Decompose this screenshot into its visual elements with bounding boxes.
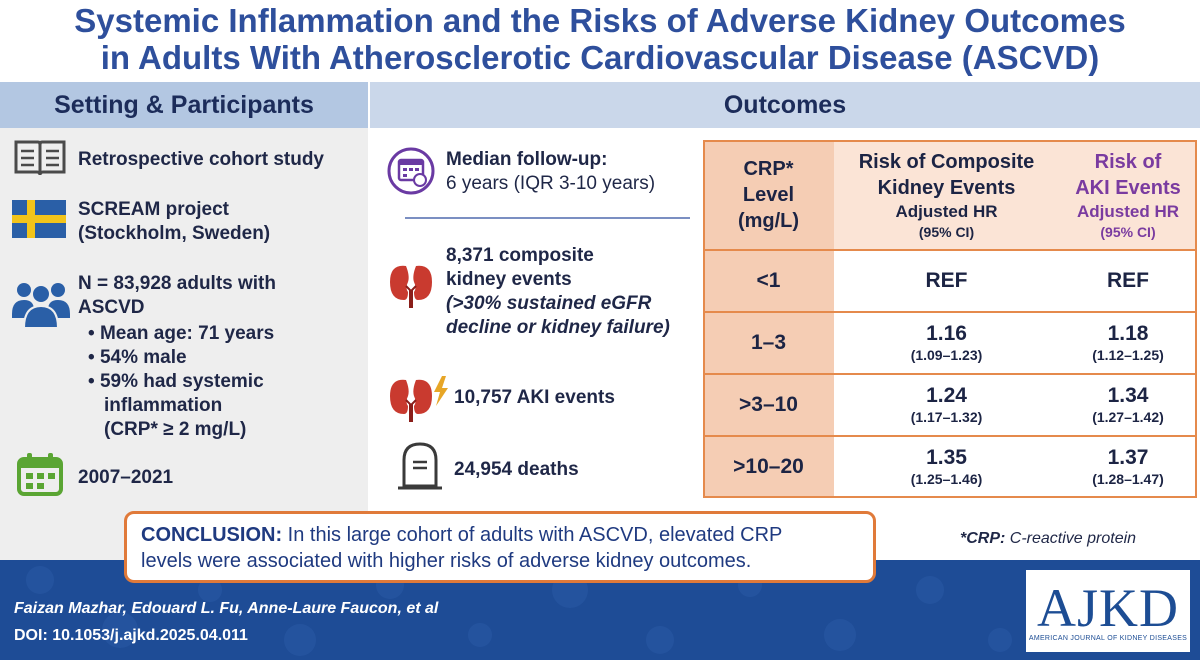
study-type: Retrospective cohort study bbox=[78, 149, 324, 170]
crp-footnote: *CRP: C-reactive protein bbox=[960, 530, 1136, 548]
project-name: SCREAM project (Stockholm, Sweden) bbox=[78, 198, 270, 246]
outcomes-header: Outcomes bbox=[370, 82, 1200, 128]
bullet-inflammation-line-3: (CRP* ≥ 2 mg/L) bbox=[104, 419, 247, 440]
title-line-2: in Adults With Atherosclerotic Cardiovas… bbox=[100, 39, 1100, 76]
deaths: 24,954 deaths bbox=[454, 459, 579, 480]
conclusion-box: CONCLUSION: In this large cohort of adul… bbox=[124, 511, 876, 583]
sweden-flag-icon bbox=[12, 200, 66, 238]
title-line-1: Systemic Inflammation and the Risks of A… bbox=[74, 2, 1126, 39]
table-divider bbox=[703, 435, 1197, 437]
bullet-list: • Mean age: 71 years • 54% male • 59% ha… bbox=[88, 322, 274, 442]
table-border bbox=[703, 140, 1197, 498]
people-icon bbox=[12, 283, 70, 328]
footnote-meaning: C-reactive protein bbox=[1005, 530, 1137, 547]
setting-participants-header: Setting & Participants bbox=[0, 82, 368, 128]
sample-size: N = 83,928 adults with ASCVD bbox=[78, 272, 276, 320]
footnote-abbr: *CRP: bbox=[960, 530, 1006, 547]
outcomes-divider bbox=[405, 217, 690, 219]
conclusion-text-line-1: In this large cohort of adults with ASCV… bbox=[282, 524, 783, 546]
followup-label: Median follow-up: bbox=[446, 149, 608, 170]
sample-size-line-1: N = 83,928 adults with bbox=[78, 273, 276, 294]
authors: Faizan Mazhar, Edouard L. Fu, Anne-Laure… bbox=[14, 600, 439, 617]
table-row-aki: 1.37 (1.28–1.47) bbox=[1059, 436, 1197, 498]
sample-size-line-2: ASCVD bbox=[78, 297, 145, 318]
bullet-male: • 54% male bbox=[88, 347, 187, 368]
project-line-2: (Stockholm, Sweden) bbox=[78, 223, 271, 244]
table-row-composite: 1.24 (1.17–1.32) bbox=[834, 374, 1059, 436]
bullet-inflammation: • 59% had systemic bbox=[88, 371, 264, 392]
table-row-composite: REF bbox=[834, 250, 1059, 312]
followup-calendar-icon bbox=[387, 147, 435, 195]
composite-line-1: 8,371 composite bbox=[446, 245, 594, 266]
table-row-level: >3–10 bbox=[703, 374, 834, 436]
table-divider bbox=[703, 249, 1197, 251]
bullet-inflammation-line-2: inflammation bbox=[104, 395, 223, 416]
header-aki: Risk of AKI Events Adjusted HR (95% CI) bbox=[1059, 140, 1197, 250]
composite-line-4: decline or kidney failure) bbox=[446, 317, 670, 338]
composite-line-3: (>30% sustained eGFR bbox=[446, 293, 652, 314]
table-row-level: 1–3 bbox=[703, 312, 834, 374]
kidney-icon bbox=[390, 265, 432, 308]
kidney-lightning-icon bbox=[390, 376, 448, 422]
composite-events: 8,371 composite kidney events (>30% sust… bbox=[446, 244, 670, 340]
table-row-composite: 1.16 (1.09–1.23) bbox=[834, 312, 1059, 374]
header-crp-level: CRP* Level (mg/L) bbox=[703, 140, 834, 250]
doi-link[interactable]: DOI: 10.1053/j.ajkd.2025.04.011 bbox=[14, 627, 248, 644]
conclusion-text-line-2: levels were associated with higher risks… bbox=[141, 550, 752, 572]
table-row-composite: 1.35 (1.25–1.46) bbox=[834, 436, 1059, 498]
bullet-mean-age: • Mean age: 71 years bbox=[88, 323, 275, 344]
followup-value: 6 years (IQR 3-10 years) bbox=[446, 173, 656, 194]
table-divider bbox=[703, 373, 1197, 375]
infographic-title: Systemic Inflammation and the Risks of A… bbox=[0, 0, 1200, 80]
study-years: 2007–2021 bbox=[78, 467, 174, 488]
calendar-icon bbox=[17, 453, 63, 496]
table-divider bbox=[703, 311, 1197, 313]
ajkd-logo: AJKD AMERICAN JOURNAL OF KIDNEY DISEASES bbox=[1026, 570, 1190, 652]
tombstone-icon bbox=[398, 442, 442, 490]
book-icon bbox=[14, 140, 66, 176]
table-row-level: >10–20 bbox=[703, 436, 834, 498]
project-line-1: SCREAM project bbox=[78, 199, 229, 220]
composite-line-2: kidney events bbox=[446, 269, 572, 290]
table-row-aki: 1.18 (1.12–1.25) bbox=[1059, 312, 1197, 374]
conclusion-label: CONCLUSION: bbox=[141, 524, 283, 546]
aki-events: 10,757 AKI events bbox=[454, 387, 615, 408]
table-row-level: <1 bbox=[703, 250, 834, 312]
results-table: CRP* Level (mg/L) Risk of Composite Kidn… bbox=[703, 140, 1197, 498]
followup-text: Median follow-up: 6 years (IQR 3-10 year… bbox=[446, 148, 655, 196]
header-composite: Risk of Composite Kidney Events Adjusted… bbox=[834, 140, 1059, 250]
table-row-aki: 1.34 (1.27–1.42) bbox=[1059, 374, 1197, 436]
table-row-aki: REF bbox=[1059, 250, 1197, 312]
